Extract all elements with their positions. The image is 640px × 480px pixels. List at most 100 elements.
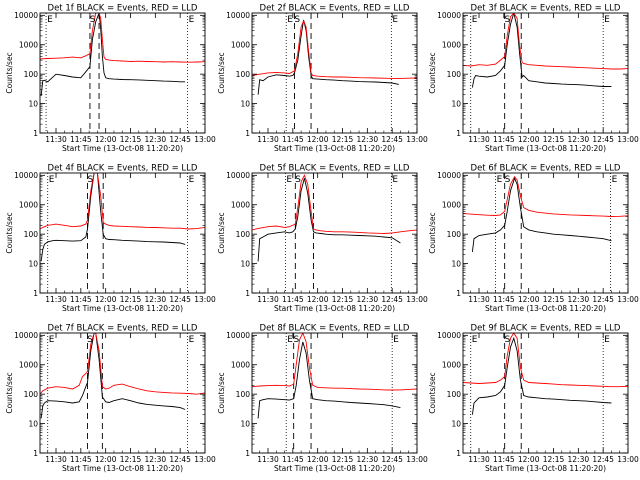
- x-axis-label: Start Time (13-Oct-08 11:20:20): [485, 304, 606, 313]
- y-tick-label: 10000: [226, 171, 250, 180]
- y-tick-label: 10: [28, 259, 38, 268]
- series-line-lld: [463, 333, 628, 388]
- panel-title: Det 2f BLACK = Events, RED = LLD: [260, 4, 410, 14]
- x-tick-label: 12:00: [518, 455, 540, 464]
- y-axis-label: Counts/sec: [5, 372, 14, 413]
- region-marker-label: S: [87, 335, 93, 345]
- panel-title: Det 9f BLACK = Events, RED = LLD: [471, 324, 621, 334]
- y-tick-label: 100: [447, 230, 462, 239]
- x-tick-label: 11:30: [257, 135, 279, 144]
- y-axis-label: Counts/sec: [5, 212, 14, 253]
- x-tick-label: 11:45: [70, 295, 92, 304]
- x-tick-label: 12:45: [169, 455, 191, 464]
- x-axis-label: Start Time (13-Oct-08 11:20:20): [274, 464, 395, 473]
- x-tick-label: 12:15: [332, 295, 354, 304]
- region-marker-label: E: [286, 175, 292, 185]
- region-marker-label: E: [287, 15, 293, 25]
- y-tick-label: 10: [240, 99, 250, 108]
- x-tick-label: 12:00: [307, 135, 329, 144]
- y-tick-label: 1: [245, 289, 250, 298]
- y-axis-label: Counts/sec: [217, 212, 226, 253]
- region-marker-label: E: [189, 15, 195, 25]
- x-tick-label: 12:30: [357, 455, 379, 464]
- y-tick-label: 1: [456, 449, 461, 458]
- series-line-lld: [252, 174, 417, 234]
- x-tick-label: 12:15: [543, 295, 565, 304]
- x-tick-label: 12:30: [568, 295, 590, 304]
- y-tick-label: 10000: [226, 331, 250, 340]
- x-tick-label: 12:00: [518, 135, 540, 144]
- region-marker-label: E: [604, 15, 610, 25]
- y-tick-label: 1: [33, 449, 38, 458]
- region-marker-label: E: [612, 175, 618, 185]
- x-tick-label: 13:00: [406, 135, 428, 144]
- x-tick-label: 12:15: [120, 135, 142, 144]
- region-marker-label: E: [472, 335, 478, 345]
- x-tick-label: 12:45: [592, 455, 614, 464]
- x-tick-label: 12:15: [120, 295, 142, 304]
- x-tick-label: 12:45: [592, 135, 614, 144]
- y-tick-label: 1000: [231, 361, 250, 370]
- region-marker-label: S: [293, 335, 299, 345]
- region-marker-label: E: [189, 335, 195, 345]
- x-tick-label: 12:15: [332, 455, 354, 464]
- series-line-events: [257, 19, 399, 95]
- y-tick-label: 10000: [226, 11, 250, 20]
- x-tick-label: 12:45: [381, 135, 403, 144]
- x-tick-label: 11:30: [468, 135, 490, 144]
- x-tick-label: 11:30: [468, 295, 490, 304]
- x-tick-label: 12:45: [169, 135, 191, 144]
- x-tick-label: 12:45: [381, 295, 403, 304]
- x-tick-label: 13:00: [617, 135, 639, 144]
- x-tick-label: 12:45: [169, 295, 191, 304]
- region-marker-label: E: [189, 175, 195, 185]
- y-tick-label: 1000: [19, 361, 38, 370]
- y-axis-label: Counts/sec: [428, 372, 437, 413]
- y-tick-label: 100: [447, 70, 462, 79]
- y-tick-label: 100: [447, 390, 462, 399]
- y-tick-label: 10000: [14, 171, 38, 180]
- x-tick-label: 12:30: [357, 295, 379, 304]
- panel-title: Det 1f BLACK = Events, RED = LLD: [48, 4, 198, 14]
- x-tick-label: 13:00: [406, 455, 428, 464]
- y-tick-label: 10: [240, 259, 250, 268]
- x-tick-label: 11:45: [70, 455, 92, 464]
- x-tick-label: 12:00: [307, 455, 329, 464]
- y-tick-label: 1000: [231, 41, 250, 50]
- y-tick-label: 10: [451, 99, 461, 108]
- x-axis-label: Start Time (13-Oct-08 11:20:20): [62, 144, 183, 153]
- x-tick-label: 12:45: [381, 455, 403, 464]
- y-tick-label: 100: [236, 390, 251, 399]
- y-tick-label: 10000: [437, 11, 461, 20]
- region-marker-label: E: [49, 175, 55, 185]
- x-tick-label: 12:15: [543, 455, 565, 464]
- region-marker-label: S: [90, 15, 96, 25]
- series-line-events: [40, 333, 186, 419]
- region-marker-label: E: [604, 335, 610, 345]
- series-line-events: [471, 13, 612, 88]
- x-axis-label: Start Time (13-Oct-08 11:20:20): [62, 304, 183, 313]
- region-marker-label: S: [295, 175, 301, 185]
- x-tick-label: 13:00: [406, 295, 428, 304]
- y-tick-label: 1: [33, 289, 38, 298]
- x-tick-label: 12:30: [145, 295, 167, 304]
- series-line-lld: [40, 13, 205, 63]
- series-line-lld: [40, 173, 205, 230]
- x-tick-label: 12:00: [95, 455, 117, 464]
- y-tick-label: 10000: [437, 171, 461, 180]
- x-tick-label: 11:30: [257, 455, 279, 464]
- series-line-lld: [463, 13, 628, 70]
- y-tick-label: 1: [245, 129, 250, 138]
- region-marker-label: E: [497, 175, 503, 185]
- x-tick-label: 11:45: [282, 455, 304, 464]
- y-axis-label: Counts/sec: [217, 372, 226, 413]
- y-tick-label: 10: [240, 419, 250, 428]
- x-tick-label: 12:30: [568, 135, 590, 144]
- x-tick-label: 12:30: [145, 455, 167, 464]
